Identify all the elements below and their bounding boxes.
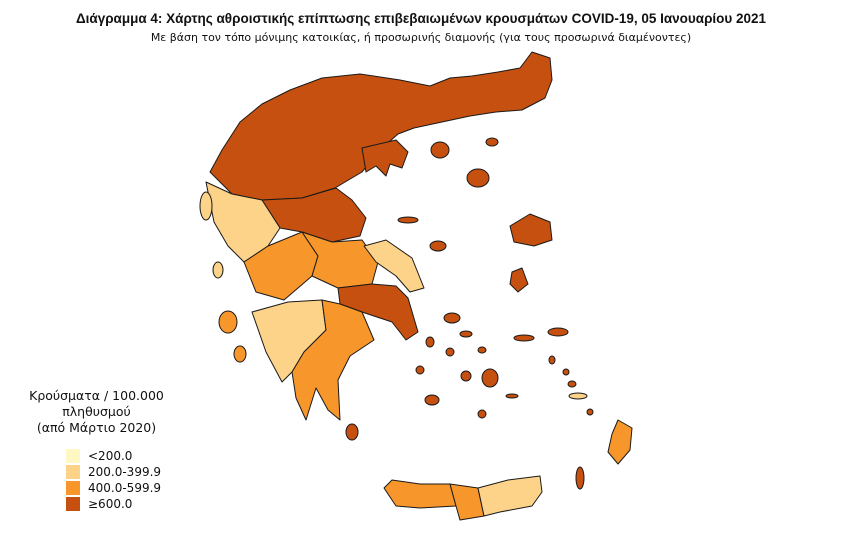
legend-swatch: [66, 497, 80, 511]
island-karpathos: [575, 466, 585, 490]
island-kos: [568, 392, 588, 400]
island-naxos: [481, 368, 499, 388]
island-skopelos: [397, 216, 419, 224]
island-lesvos: [509, 213, 553, 247]
island-samos: [547, 327, 569, 337]
island-patmos: [548, 355, 556, 365]
region-evia: [363, 239, 425, 293]
legend-swatch: [66, 481, 80, 495]
legend-item: 400.0-599.9: [66, 480, 189, 496]
island-kefalonia: [218, 310, 238, 334]
island-kalymnos: [567, 380, 577, 388]
island-tinos: [459, 330, 473, 338]
island-thasos: [430, 141, 450, 159]
legend-swatch: [66, 449, 80, 463]
legend-item: 200.0-399.9: [66, 464, 189, 480]
island-rhodes: [607, 419, 633, 465]
island-tilos: [586, 408, 594, 416]
island-mykonos: [477, 346, 487, 354]
legend-label: ≥600.0: [88, 497, 133, 511]
island-serifos: [415, 365, 425, 375]
legend-item: ≥600.0: [66, 496, 189, 512]
region-crete-lasithi: [477, 475, 543, 517]
island-corfu: [199, 191, 213, 221]
island-kea: [425, 336, 435, 348]
legend-label: 200.0-399.9: [88, 465, 162, 479]
map-legend: Κρούσματα / 100.000 πληθυσμού (από Μάρτι…: [4, 388, 189, 512]
island-skyros: [429, 240, 447, 252]
region-thessaly: [261, 187, 367, 243]
region-crete-heraklion: [449, 483, 485, 521]
island-paros: [460, 370, 472, 382]
island-lemnos: [466, 168, 490, 188]
legend-title-line1: Κρούσματα / 100.000 πληθυσμού: [29, 388, 164, 419]
legend-label: 400.0-599.9: [88, 481, 162, 495]
legend-label: <200.0: [88, 449, 133, 463]
island-andros: [443, 312, 461, 324]
island-kythira: [345, 423, 359, 441]
region-peloponnese-east: [291, 299, 375, 421]
region-macedonia-thrace: [209, 51, 553, 201]
region-crete-west: [383, 479, 457, 509]
region-chalkidiki: [361, 139, 409, 177]
island-syros: [445, 347, 455, 357]
map-title: Διάγραμμα 4: Χάρτης αθροιστικής επίπτωση…: [75, 11, 767, 26]
island-leros: [562, 368, 570, 376]
island-lefkada: [212, 261, 224, 279]
island-milos: [424, 394, 440, 406]
island-samothrace: [485, 137, 499, 147]
island-chios: [509, 267, 529, 293]
legend-title-line2: (από Μάρτιο 2020): [36, 420, 157, 435]
island-amorgos: [505, 393, 519, 399]
island-zakynthos: [233, 345, 247, 363]
legend-swatch: [66, 465, 80, 479]
island-santorini: [477, 409, 487, 419]
island-ikaria: [513, 334, 535, 342]
map-subtitle: Με βάση τον τόπο μόνιμης κατοικίας, ή πρ…: [150, 31, 692, 44]
legend-item: <200.0: [66, 448, 189, 464]
